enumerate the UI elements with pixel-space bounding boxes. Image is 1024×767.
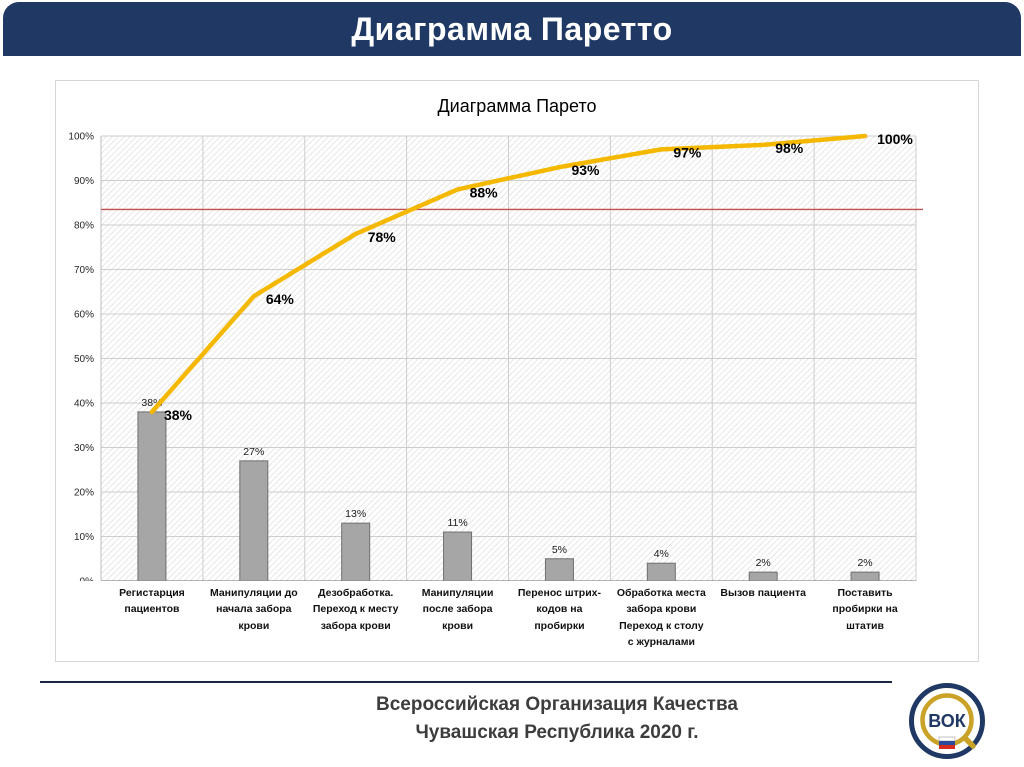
footer-line2: Чувашская Республика 2020 г. — [415, 721, 699, 743]
vok-logo-graphic: ВОК — [909, 683, 985, 759]
svg-text:2%: 2% — [857, 557, 872, 569]
svg-text:70%: 70% — [74, 265, 94, 276]
svg-text:2%: 2% — [756, 557, 771, 569]
svg-text:5%: 5% — [552, 544, 567, 556]
svg-text:97%: 97% — [673, 144, 702, 160]
svg-text:93%: 93% — [571, 162, 600, 178]
svg-text:78%: 78% — [368, 229, 397, 245]
svg-text:98%: 98% — [775, 140, 804, 156]
footer-line1: Всероссийская Организация Качества — [376, 694, 738, 715]
category-label: Перенос штрих- кодов на пробирки — [517, 587, 601, 632]
svg-text:80%: 80% — [74, 221, 94, 232]
slide-title: Диаграмма Паретто — [351, 10, 673, 47]
slide-header: Диаграмма Паретто — [3, 2, 1021, 56]
chart-container: Диаграмма Парето 100% 90% 80% 70% 60% 50% 40% 3… — [55, 80, 979, 662]
category-label: Вызов пациента — [720, 587, 806, 599]
svg-text:30%: 30% — [74, 443, 94, 454]
category-label: Обработка места забора крови Переход к с… — [616, 587, 706, 648]
svg-text:38%: 38% — [164, 407, 193, 423]
svg-text:60%: 60% — [74, 310, 94, 321]
category-label: Дезобработка. Переход к месту забора кро… — [312, 587, 399, 632]
svg-text:40%: 40% — [74, 399, 94, 410]
svg-text:27%: 27% — [243, 446, 264, 458]
svg-text:64%: 64% — [266, 291, 295, 307]
logo-text: ВОК — [928, 711, 967, 731]
category-label: Поставить пробирки на штатив — [832, 587, 898, 632]
svg-text:90%: 90% — [74, 176, 94, 187]
category-label: Регистарция пациентов — [119, 587, 185, 616]
svg-text:4%: 4% — [654, 548, 669, 560]
svg-text:0%: 0% — [80, 577, 95, 582]
category-label: Манипуляции после забора крови — [421, 587, 494, 632]
svg-text:100%: 100% — [877, 131, 913, 147]
footer-text: Всероссийская Организация Качества Чуваш… — [124, 691, 990, 746]
footer-divider — [40, 681, 892, 683]
vok-logo: ВОК — [908, 682, 986, 760]
svg-text:20%: 20% — [74, 488, 94, 499]
pareto-chart: 100% 90% 80% 70% 60% 50% 40% 30% 20% 10% 0% 38% 27% 1… — [68, 131, 923, 582]
svg-text:100%: 100% — [68, 132, 94, 143]
svg-text:88%: 88% — [470, 184, 499, 200]
svg-text:10%: 10% — [74, 532, 94, 543]
category-label: Манипуляции до начала забора крови — [209, 587, 298, 632]
svg-text:50%: 50% — [74, 354, 94, 365]
russian-flag-icon — [938, 736, 956, 749]
x-axis-labels: Регистарция пациентов Манипуляции до нача… — [101, 585, 916, 650]
svg-text:13%: 13% — [345, 508, 366, 520]
svg-text:11%: 11% — [447, 517, 467, 529]
chart-title: Диаграмма Парето — [437, 96, 597, 116]
